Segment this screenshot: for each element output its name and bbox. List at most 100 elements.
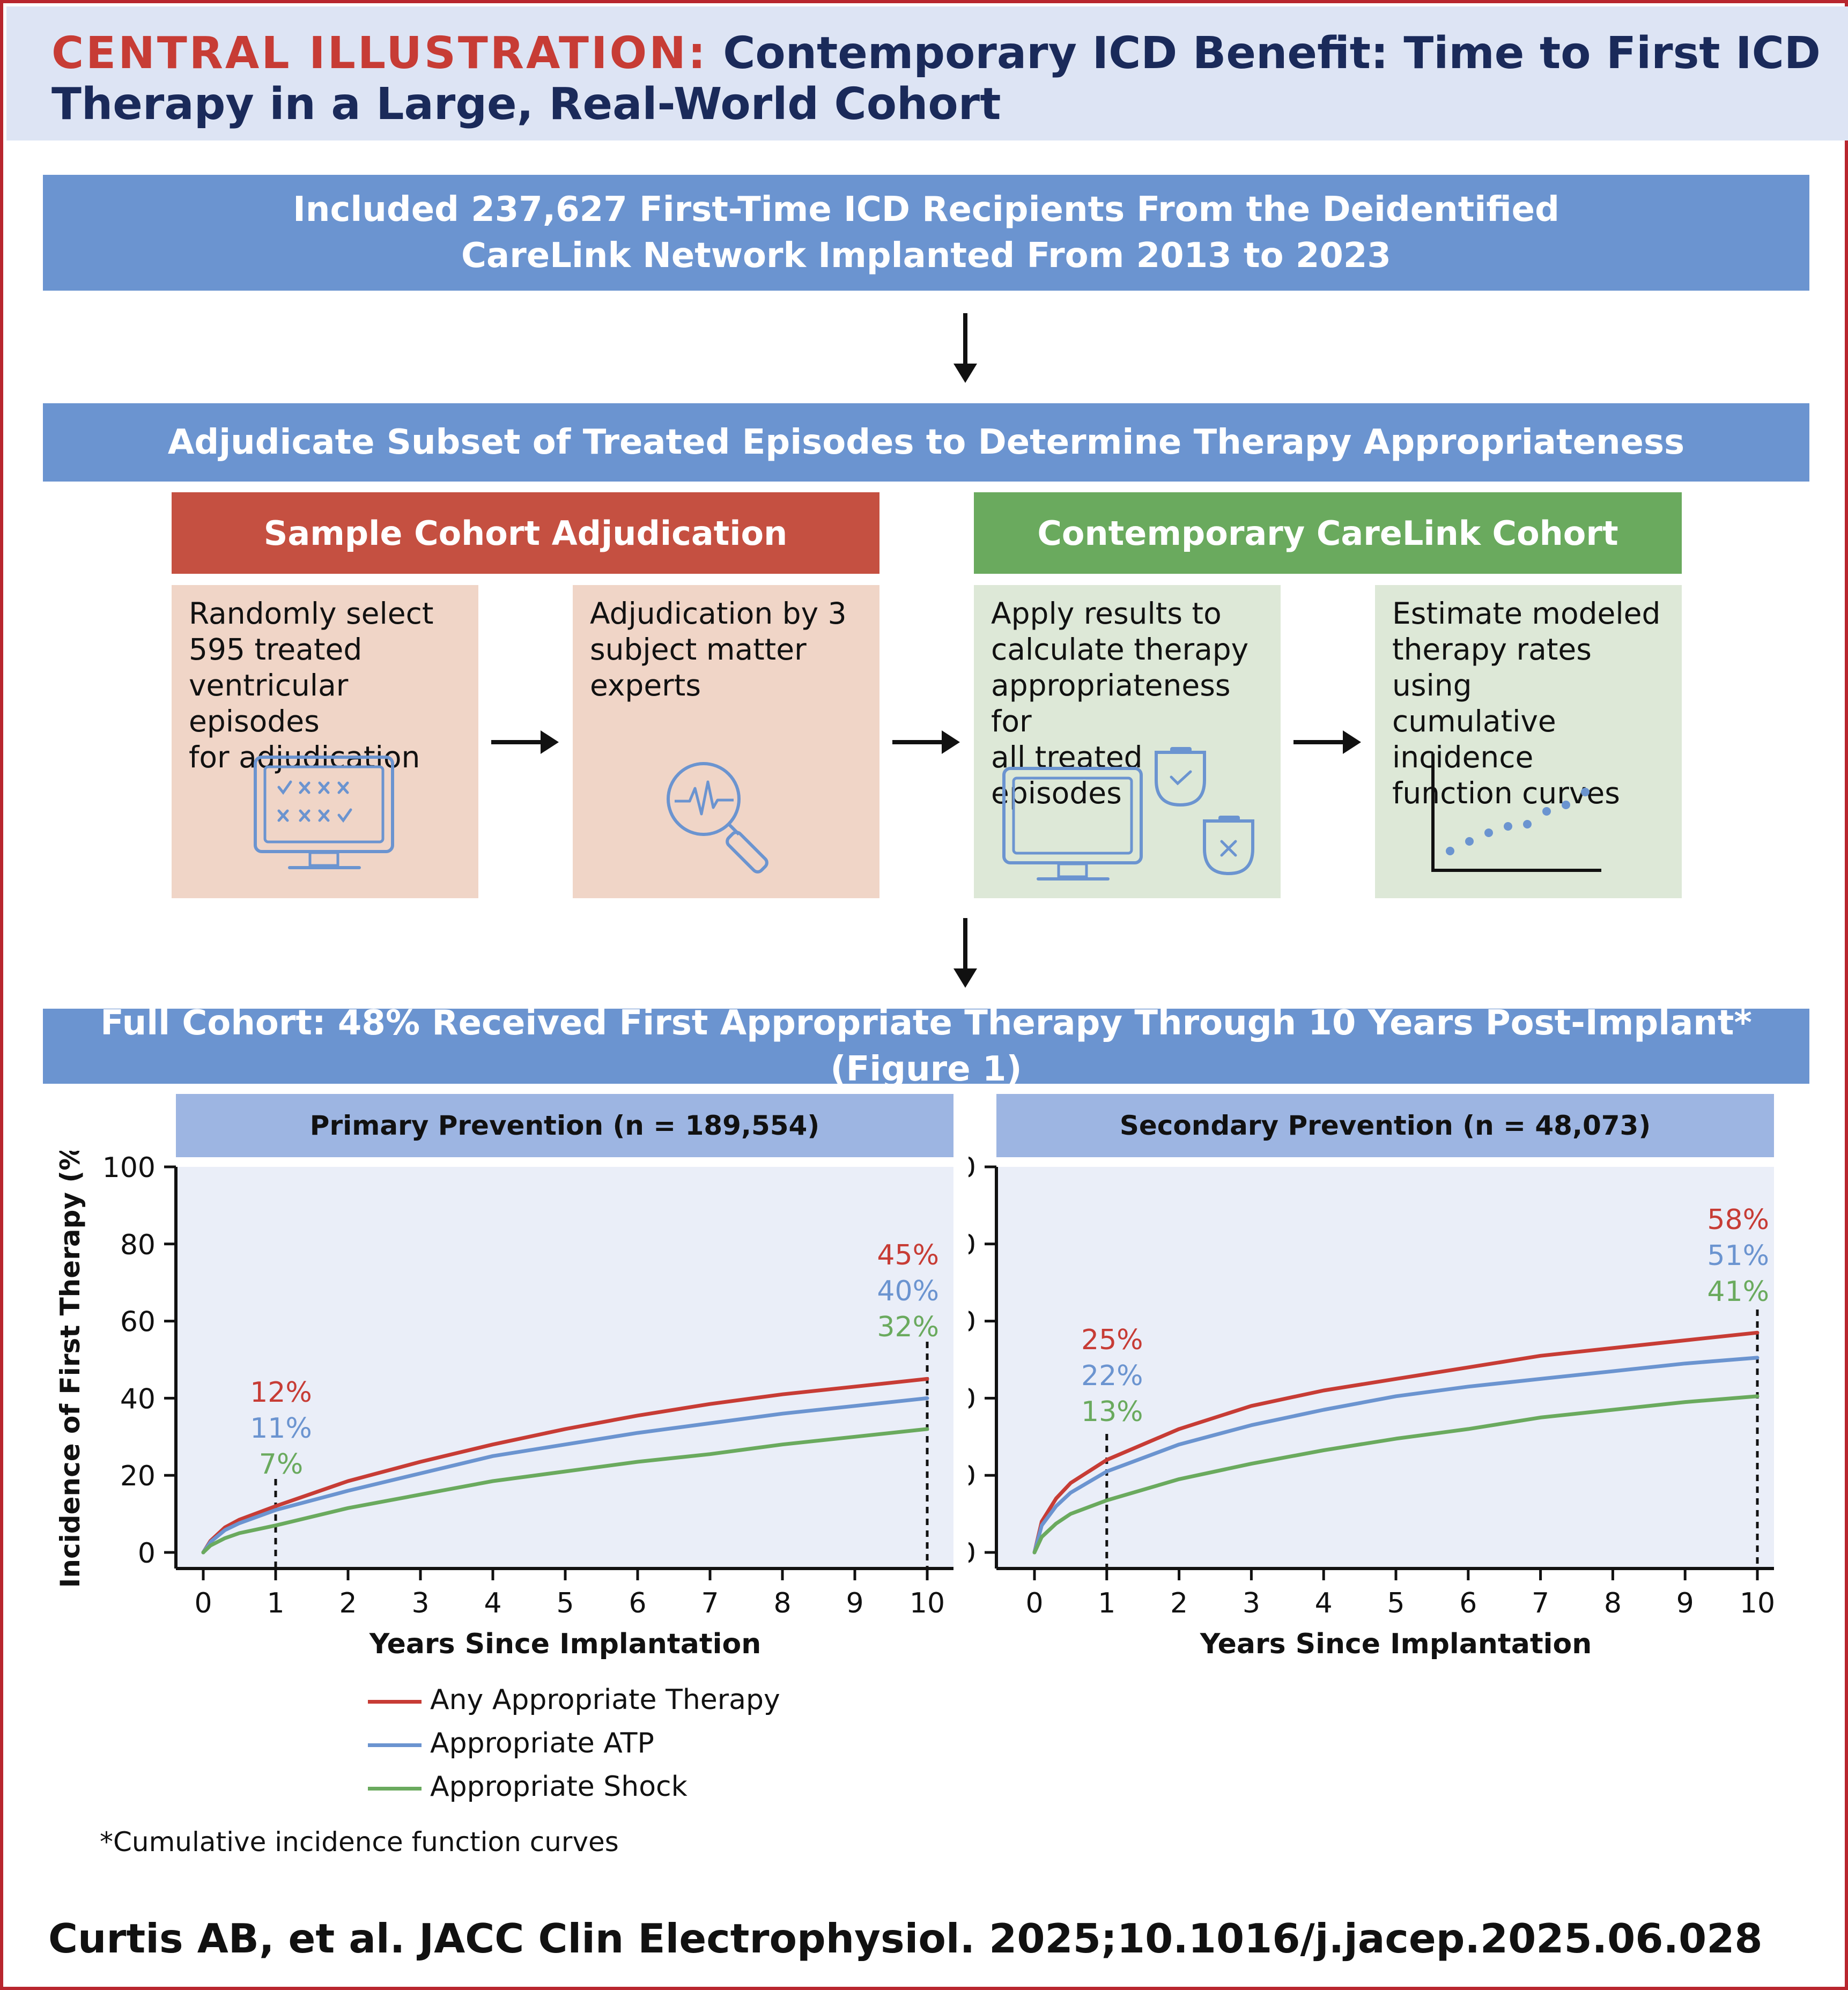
process-box-adjudication: Adjudication by 3 subject matter experts	[573, 585, 879, 898]
right-arrow-3	[1293, 730, 1361, 754]
step2-banner: Adjudicate Subset of Treated Episodes to…	[43, 403, 1809, 482]
y-tick-label: 100	[969, 1152, 976, 1184]
header: CENTRAL ILLUSTRATION: Contemporary ICD B…	[6, 6, 1848, 140]
data-label-atp: 51%	[1707, 1240, 1769, 1272]
x-tick-label: 0	[1025, 1587, 1043, 1619]
sample-cohort-title: Sample Cohort Adjudication	[263, 513, 788, 553]
series-line-shock	[1032, 1394, 1760, 1555]
step1-line1: Included 237,627 First-Time ICD Recipien…	[293, 189, 1559, 230]
x-tick-label: 9	[846, 1587, 863, 1619]
carelink-cohort-title: Contemporary CareLink Cohort	[1037, 513, 1618, 553]
series-line-any	[1032, 1330, 1760, 1555]
header-title-line2: Therapy in a Large, Real-World Cohort	[51, 79, 1001, 130]
x-axis-label: Years Since Implantation	[1200, 1628, 1592, 1660]
primary-panel-title: Primary Prevention (n = 189,554)	[176, 1094, 953, 1157]
data-label-atp: 22%	[1081, 1360, 1143, 1392]
magnifier-ecg-icon	[667, 762, 768, 874]
header-title-line1: CENTRAL ILLUSTRATION: Contemporary ICD B…	[51, 28, 1821, 79]
secondary-prevention-chart: 0 20 40 60 80 100 0 1 2 3 4 5 6 7 8 9 10 Years Since Impl…	[969, 1152, 1775, 1660]
y-tick-label: 60	[120, 1306, 156, 1338]
x-tick-label: 8	[1604, 1587, 1622, 1619]
box-line: experts	[590, 668, 701, 702]
step2-text: Adjudicate Subset of Treated Episodes to…	[167, 422, 1685, 462]
data-label-any: 45%	[877, 1239, 939, 1271]
x-tick-label: 5	[556, 1587, 574, 1619]
box-line: appropriateness for	[991, 668, 1231, 738]
data-label-any: 58%	[1707, 1204, 1769, 1236]
y-tick-label: 0	[138, 1537, 156, 1570]
data-label-shock: 13%	[1081, 1396, 1143, 1428]
box-line: therapy rates using	[1392, 632, 1592, 702]
x-tick-label: 1	[1098, 1587, 1115, 1619]
down-arrow-1	[953, 313, 977, 383]
data-label-atp: 11%	[250, 1412, 312, 1445]
y-tick-label: 80	[969, 1229, 976, 1261]
box-line: cumulative incidence	[1392, 704, 1556, 774]
x-tick-label: 4	[1315, 1587, 1333, 1619]
box-line: subject matter	[590, 632, 807, 667]
secondary-title-text: Secondary Prevention (n = 48,073)	[1119, 1110, 1651, 1141]
carelink-cohort-header: Contemporary CareLink Cohort	[974, 492, 1682, 574]
header-title-text1: Contemporary ICD Benefit: Time to First …	[723, 28, 1821, 79]
x-tick-label: 2	[339, 1587, 357, 1619]
x-tick-label: 5	[1387, 1587, 1405, 1619]
x-tick-label: 2	[1170, 1587, 1188, 1619]
data-label-any: 25%	[1081, 1324, 1143, 1356]
header-label: CENTRAL ILLUSTRATION:	[51, 28, 708, 79]
x-tick-label: 6	[629, 1587, 646, 1619]
x-tick-label: 0	[194, 1587, 212, 1619]
y-tick-label: 60	[969, 1306, 976, 1338]
legend-shock: Appropriate Shock	[430, 1771, 688, 1803]
plot-background	[176, 1167, 953, 1569]
footnote: *Cumulative incidence function curves	[100, 1826, 619, 1858]
process-box-select: Randomly select 595 treated ventricular …	[172, 585, 478, 898]
x-tick-label: 7	[701, 1587, 719, 1619]
y-tick-label: 40	[969, 1383, 976, 1415]
secondary-panel-title: Secondary Prevention (n = 48,073)	[996, 1094, 1774, 1157]
box-line: calculate therapy	[991, 632, 1249, 667]
series-line-any	[201, 1377, 929, 1555]
down-arrow-2	[953, 918, 977, 988]
x-tick-label: 8	[773, 1587, 791, 1619]
legend-atp: Appropriate ATP	[430, 1727, 654, 1759]
step1-line2: CareLink Network Implanted From 2013 to …	[461, 236, 1391, 276]
x-tick-label: 4	[484, 1587, 501, 1619]
x-tick-label: 3	[1243, 1587, 1260, 1619]
primary-title-text: Primary Prevention (n = 189,554)	[309, 1110, 820, 1141]
legend-line-any	[368, 1700, 422, 1704]
data-label-shock: 32%	[877, 1311, 939, 1343]
series-line-atp	[201, 1396, 929, 1555]
citation: Curtis AB, et al. JACC Clin Electrophysi…	[48, 1915, 1763, 1962]
legend-line-atp	[368, 1743, 422, 1747]
data-label-atp: 40%	[877, 1275, 939, 1307]
x-tick-label: 3	[411, 1587, 429, 1619]
x-tick-label: 6	[1459, 1587, 1477, 1619]
monitor-devices-icon	[1002, 747, 1254, 881]
x-tick-label: 1	[267, 1587, 284, 1619]
step3-banner: Full Cohort: 48% Received First Appropri…	[43, 1003, 1809, 1089]
box-line: Estimate modeled	[1392, 596, 1661, 631]
data-label-any: 12%	[250, 1377, 312, 1409]
box-line: Apply results to	[991, 596, 1222, 631]
box-line: Adjudication by 3	[590, 596, 847, 631]
y-tick-label: 40	[120, 1383, 156, 1415]
x-tick-label: 10	[1740, 1587, 1775, 1619]
y-tick-label: 20	[120, 1460, 156, 1492]
right-arrow-1	[491, 730, 559, 754]
step3-text: Full Cohort: 48% Received First Appropri…	[100, 1003, 1752, 1089]
y-tick-label: 0	[969, 1537, 976, 1570]
x-tick-label: 9	[1676, 1587, 1694, 1619]
x-axis-label: Years Since Implantation	[369, 1628, 762, 1660]
primary-prevention-chart: 0 20 40 60 80 100 0 1 2 3 4 5 6 7 8 9 10 Years Since Impl…	[55, 1151, 953, 1660]
y-tick-label: 80	[120, 1229, 156, 1261]
right-arrow-2	[892, 730, 960, 754]
x-tick-label: 10	[910, 1587, 945, 1619]
y-tick-label: 20	[969, 1460, 976, 1492]
y-axis-label: Incidence of First Therapy (%)	[55, 1151, 86, 1588]
box-line: Randomly select	[189, 596, 434, 631]
step1-banner: Included 237,627 First-Time ICD Recipien…	[43, 175, 1809, 291]
x-tick-label: 7	[1532, 1587, 1549, 1619]
box-line: 595 treated	[189, 632, 363, 667]
legend-line-shock	[368, 1787, 422, 1791]
